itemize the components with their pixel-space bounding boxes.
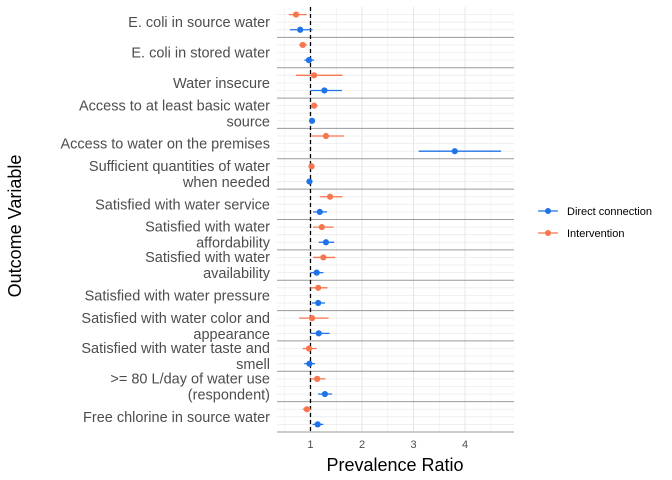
legend: Direct connection Intervention: [538, 206, 652, 240]
point-intervention: [318, 223, 325, 231]
point-intervention: [292, 11, 300, 18]
point-intervention: [305, 345, 313, 352]
point-intervention: [320, 254, 327, 261]
point-direct-connection: [321, 87, 328, 94]
x-tick-label: 4: [462, 439, 468, 451]
point-direct-connection: [451, 148, 458, 155]
y-category-label: Access to water on the premises: [60, 137, 270, 153]
point-direct-connection: [306, 178, 313, 185]
legend-key-point: [545, 208, 551, 214]
y-category-label: Satisfied with water taste and smell: [81, 341, 270, 373]
point-direct-connection: [315, 330, 322, 337]
x-tick-label: 3: [410, 439, 416, 451]
x-axis-ticks: 1 2 3 4: [307, 439, 468, 451]
point-intervention: [314, 375, 321, 382]
point-intervention: [315, 284, 322, 291]
y-category-label: Satisfied with water availability: [145, 250, 271, 282]
x-axis-title: Prevalence Ratio: [326, 455, 463, 475]
legend-key-point: [545, 230, 551, 236]
point-direct-connection: [308, 117, 316, 124]
point-intervention: [310, 102, 318, 109]
y-category-label: Access to at least basic water source: [79, 98, 270, 130]
point-direct-connection: [315, 299, 322, 307]
point-direct-connection: [322, 239, 330, 246]
point-direct-connection: [297, 26, 304, 33]
y-category-label: Sufficient quantities of water when neede…: [89, 159, 270, 191]
chart-marks: [288, 11, 502, 428]
y-category-label: Satisfied with water pressure: [85, 288, 270, 304]
point-intervention: [322, 132, 330, 140]
y-category-label: Satisfied with water color and appearance: [81, 311, 270, 343]
legend-label: Intervention: [567, 228, 624, 240]
point-direct-connection: [313, 269, 320, 276]
x-tick-label: 2: [359, 439, 365, 451]
point-direct-connection: [314, 421, 321, 428]
y-category-label: E. coli in source water: [128, 15, 270, 31]
point-direct-connection: [321, 390, 329, 398]
y-category-label: E. coli in stored water: [131, 46, 270, 62]
point-intervention: [310, 72, 318, 79]
grid: [277, 7, 514, 433]
point-intervention: [308, 315, 316, 322]
y-category-label: Satisfied with water service: [95, 197, 270, 213]
point-direct-connection: [306, 360, 313, 367]
x-tick-label: 1: [307, 439, 313, 451]
point-intervention: [326, 193, 334, 200]
y-category-label: Free chlorine in source water: [83, 410, 270, 426]
y-category-label: Satisfied with water affordability: [145, 220, 271, 252]
point-direct-connection: [305, 57, 313, 64]
legend-label: Direct connection: [567, 206, 652, 218]
y-category-label: Water insecure: [173, 76, 270, 92]
y-axis-title: Outcome Variable: [5, 155, 25, 298]
point-intervention: [299, 41, 306, 49]
point-intervention: [303, 406, 310, 413]
y-axis-labels: E. coli in source water E. coli in stored…: [60, 15, 270, 426]
point-intervention: [308, 163, 315, 170]
y-category-label: >= 80 L/day of water use (respondent): [110, 371, 270, 403]
point-direct-connection: [316, 208, 323, 216]
